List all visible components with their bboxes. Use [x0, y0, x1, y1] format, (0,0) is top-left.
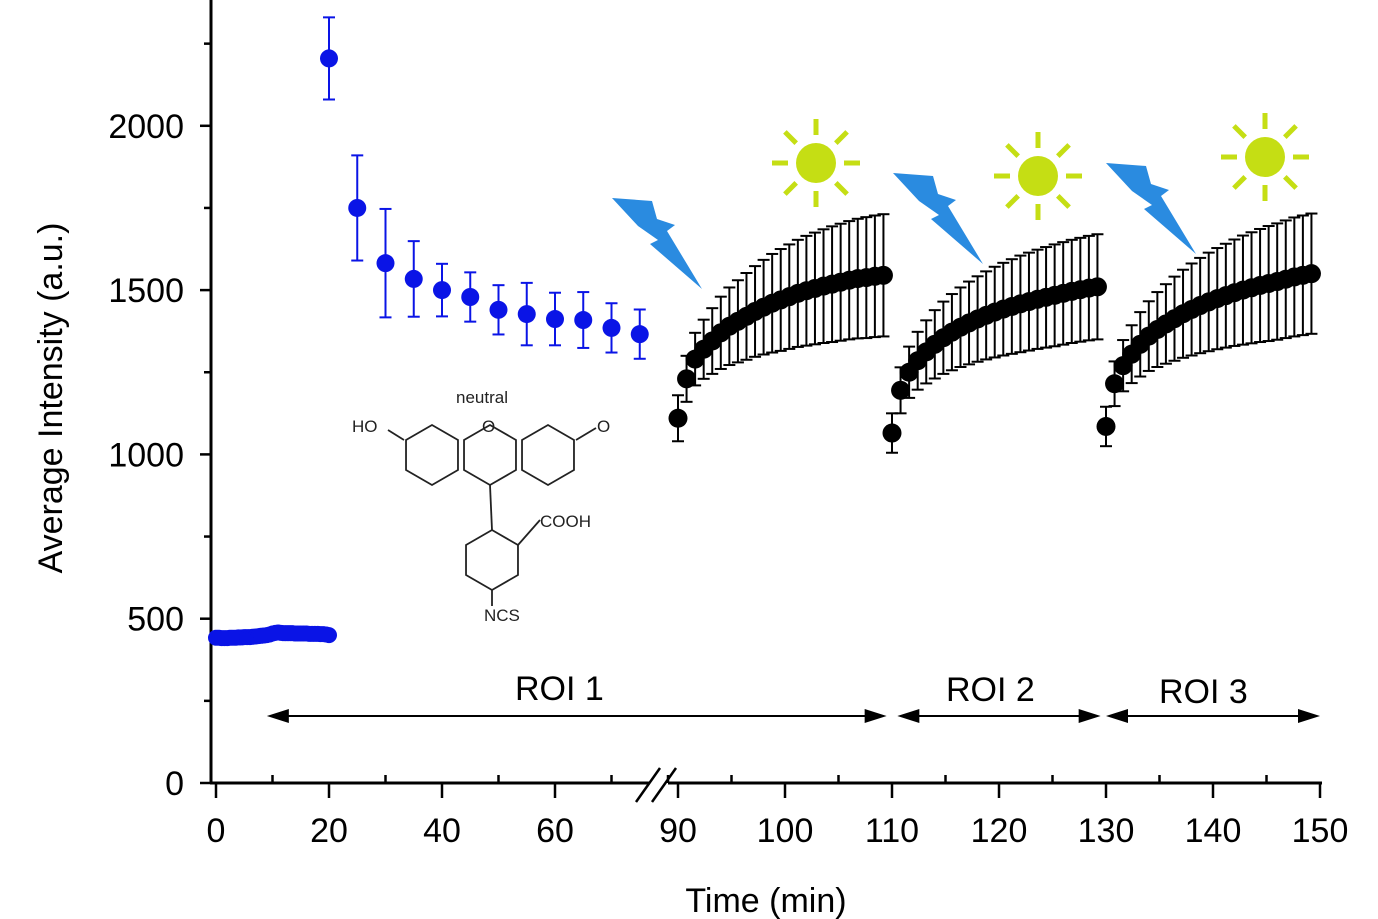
series-baseline	[208, 624, 337, 647]
roi-3-label: ROI 3	[1159, 673, 1248, 711]
bond	[517, 519, 541, 546]
x-tick-label: 120	[971, 812, 1028, 850]
ring-pendant	[465, 528, 519, 592]
data-point	[882, 423, 902, 443]
sun-ray	[1005, 143, 1020, 158]
data-point	[546, 310, 564, 329]
x-axis-title: Time (min)	[685, 882, 846, 919]
x-tick-label: 130	[1078, 812, 1135, 850]
data-point	[891, 380, 911, 400]
data-point	[517, 305, 536, 324]
data-point	[348, 198, 367, 217]
data-point	[1087, 277, 1107, 297]
axis-break-mark	[634, 767, 662, 803]
ring-left	[405, 423, 459, 487]
ring-right	[521, 423, 575, 487]
data-point	[433, 281, 451, 300]
x-tick-label: 20	[310, 812, 348, 850]
roi-1-label: ROI 1	[515, 670, 604, 708]
lightning-icon	[893, 173, 983, 264]
arrowhead-right	[1078, 709, 1101, 723]
x-tick-label: 100	[757, 812, 814, 850]
molecule-state-label: neutral	[456, 388, 508, 407]
data-point	[461, 288, 480, 307]
sun-disc	[1245, 137, 1285, 177]
data-point	[574, 311, 593, 330]
x-tick-label: 110	[865, 812, 919, 850]
data-point	[489, 300, 508, 319]
sun-ray	[1056, 194, 1071, 209]
sun-ray	[783, 130, 798, 145]
sun-icon	[772, 119, 860, 207]
group-ho: HO	[352, 417, 378, 436]
series-roi-3	[1096, 212, 1321, 448]
x-tick-label: 40	[423, 812, 461, 850]
roi-annotations: ROI 1 ROI 2 ROI 3	[515, 670, 1248, 711]
y-tick-label: 500	[127, 601, 184, 639]
sun-disc	[1018, 156, 1058, 196]
sun-ray	[1005, 194, 1020, 209]
y-axis-title: Average Intensity (a.u.)	[32, 223, 70, 574]
bond	[575, 427, 597, 441]
data-point	[630, 325, 649, 344]
y-tick-label: 0	[165, 765, 184, 803]
series-roi-1	[668, 213, 893, 443]
lightning-icon	[1106, 163, 1196, 254]
axis-break-mark	[650, 767, 678, 803]
bond	[489, 484, 493, 531]
group-cooh: COOH	[540, 512, 591, 531]
data-point	[320, 49, 338, 68]
arrowhead-right	[864, 709, 887, 723]
x-tick-label: 60	[536, 812, 574, 850]
series-roi-2	[882, 233, 1107, 454]
y-tick-label: 2000	[108, 108, 184, 146]
data-point	[873, 265, 893, 285]
data-point	[1301, 264, 1321, 284]
data-point	[321, 627, 337, 644]
axes: 0 500 1000 1500 2000 0 20 40 60 90 100 110 120 130 140…	[108, 0, 1348, 850]
x-tick-label: 150	[1292, 812, 1349, 850]
x-tick-label: 140	[1185, 812, 1242, 850]
sun-ray	[783, 181, 798, 196]
data-point	[404, 269, 423, 288]
series-after-addition	[320, 16, 649, 360]
bond	[387, 429, 405, 441]
arrowhead-left	[897, 709, 920, 723]
x-tick-label: 0	[207, 812, 226, 850]
arrowhead-right	[1298, 709, 1320, 723]
group-ncs: NCS	[484, 606, 520, 625]
y-tick-label: 1000	[108, 436, 184, 474]
roi-2-label: ROI 2	[946, 671, 1035, 709]
data-point	[677, 369, 697, 389]
sun-ray	[1232, 175, 1247, 190]
sun-icon	[1221, 113, 1309, 201]
data-point	[602, 318, 621, 337]
sun-ray	[1232, 124, 1247, 139]
sun-ray	[834, 130, 849, 145]
data-point	[376, 254, 395, 273]
sun-disc	[796, 143, 836, 183]
sun-icon	[994, 132, 1082, 220]
lightning-icon	[612, 198, 702, 289]
molecule-structure: neutral HO O O COOH NCS	[352, 388, 610, 625]
group-keto-o: O	[597, 417, 610, 436]
data-marks	[208, 16, 1321, 723]
data-point	[1096, 416, 1116, 436]
data-point	[668, 408, 688, 428]
sun-ray	[834, 181, 849, 196]
y-tick-label: 1500	[108, 272, 184, 310]
sun-ray	[1283, 175, 1298, 190]
decorations	[612, 113, 1309, 289]
arrowhead-left	[1106, 709, 1128, 723]
sun-ray	[1056, 143, 1071, 158]
arrowhead-left	[266, 709, 289, 723]
data-point	[1105, 374, 1125, 394]
sun-ray	[1283, 124, 1298, 139]
x-tick-label: 90	[659, 812, 697, 850]
